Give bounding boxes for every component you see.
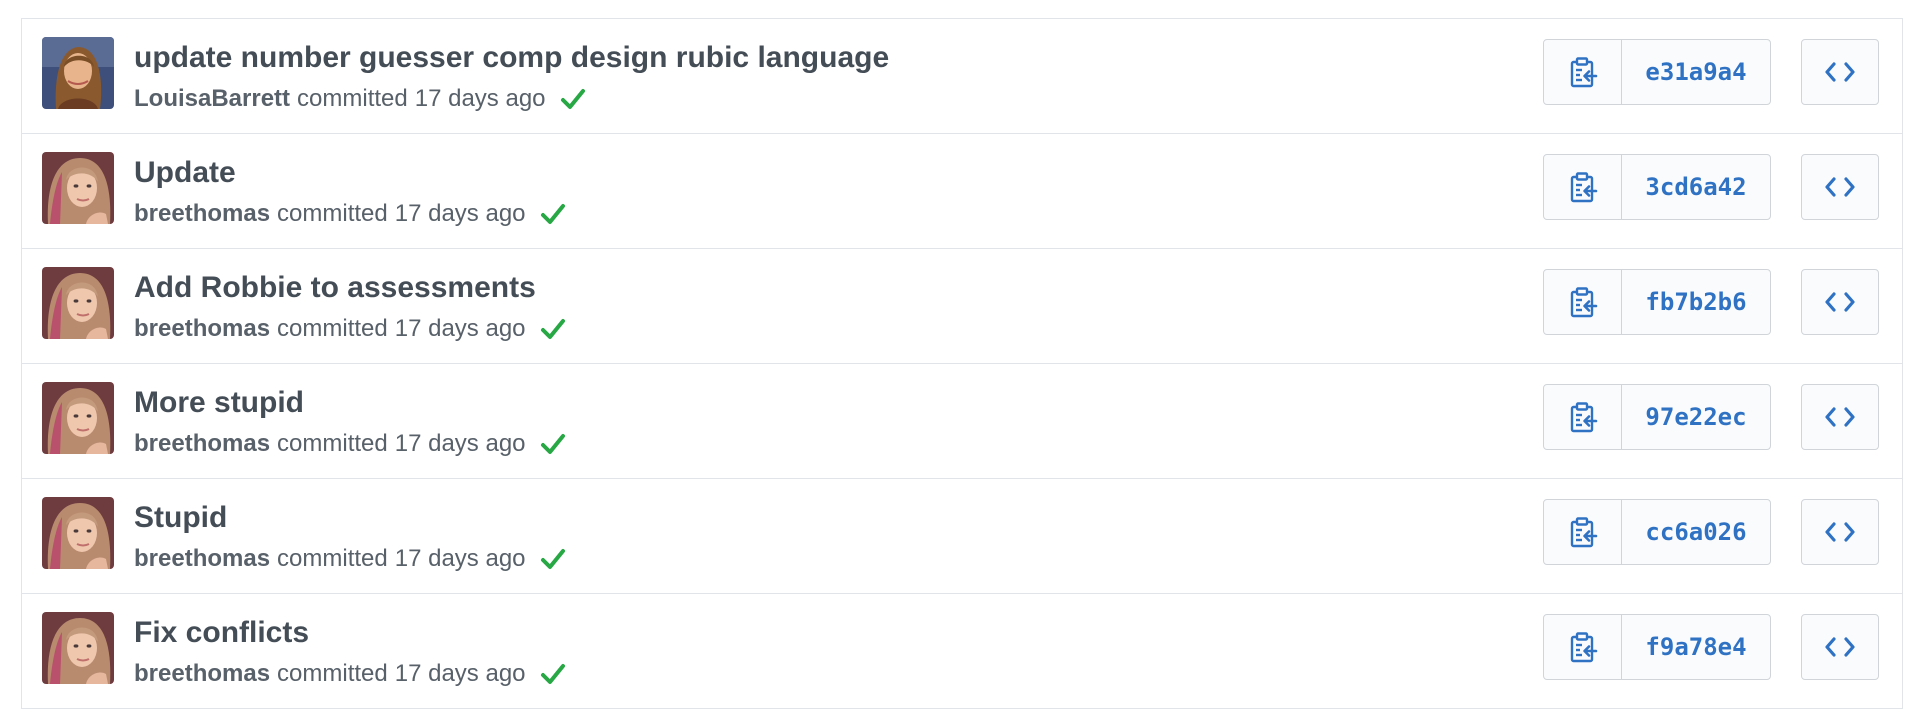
commit-title[interactable]: More stupid — [134, 386, 304, 419]
clipboard-icon — [1570, 57, 1597, 88]
commit-title[interactable]: Update — [134, 156, 236, 189]
copy-sha-button[interactable] — [1544, 500, 1622, 564]
commit-time: 17 days ago — [394, 660, 526, 687]
commit-author[interactable]: breethomas — [134, 315, 271, 342]
avatar-bree — [42, 267, 114, 339]
commit-author[interactable]: breethomas — [134, 430, 271, 457]
clipboard-icon — [1570, 632, 1597, 663]
browse-repo-button[interactable] — [1801, 269, 1879, 335]
commit-sha-group: 97e22ec — [1543, 384, 1771, 450]
commit-meta: breethomas committed 17 days ago — [134, 315, 566, 343]
copy-sha-button[interactable] — [1544, 385, 1622, 449]
check-icon[interactable] — [540, 317, 566, 341]
commit-title[interactable]: Stupid — [134, 501, 228, 534]
commit-time: 17 days ago — [414, 85, 546, 112]
commit-author[interactable]: breethomas — [134, 660, 271, 687]
check-icon[interactable] — [540, 202, 566, 226]
avatar[interactable] — [42, 497, 114, 569]
copy-sha-button[interactable] — [1544, 155, 1622, 219]
commit-action: committed — [277, 545, 388, 572]
commit-row: Add Robbie to assessments breethomas com… — [22, 249, 1902, 364]
commit-meta: breethomas committed 17 days ago — [134, 545, 566, 573]
commit-time: 17 days ago — [394, 430, 526, 457]
code-icon — [1825, 637, 1855, 657]
commit-row: Fix conflicts breethomas committed 17 da… — [22, 594, 1902, 709]
commit-title[interactable]: Fix conflicts — [134, 616, 310, 649]
copy-sha-button[interactable] — [1544, 615, 1622, 679]
browse-repo-button[interactable] — [1801, 154, 1879, 220]
commit-row: Stupid breethomas committed 17 days ago — [22, 479, 1902, 594]
avatar[interactable] — [42, 382, 114, 454]
browse-repo-button[interactable] — [1801, 39, 1879, 105]
commit-action: committed — [277, 200, 388, 227]
avatar-louisa — [42, 37, 114, 109]
check-icon[interactable] — [540, 662, 566, 686]
avatar[interactable] — [42, 37, 114, 109]
commit-sha-link[interactable]: cc6a026 — [1645, 518, 1747, 546]
commit-sha-link[interactable]: fb7b2b6 — [1645, 288, 1747, 316]
commit-list: update number guesser comp design rubic … — [21, 18, 1903, 709]
clipboard-icon — [1570, 517, 1597, 548]
code-icon — [1825, 407, 1855, 427]
commit-sha-link[interactable]: 3cd6a42 — [1645, 173, 1747, 201]
commit-author[interactable]: LouisaBarrett — [134, 85, 291, 112]
commit-author[interactable]: breethomas — [134, 545, 271, 572]
avatar-bree — [42, 497, 114, 569]
commit-action: committed — [297, 85, 408, 112]
commit-time: 17 days ago — [394, 200, 526, 227]
commit-sha-group: cc6a026 — [1543, 499, 1771, 565]
commit-meta: breethomas committed 17 days ago — [134, 660, 566, 688]
clipboard-icon — [1570, 172, 1597, 203]
clipboard-icon — [1570, 287, 1597, 318]
commit-action: committed — [277, 660, 388, 687]
commit-sha-link[interactable]: e31a9a4 — [1645, 58, 1747, 86]
commit-action: committed — [277, 315, 388, 342]
avatar-bree — [42, 382, 114, 454]
avatar-bree — [42, 152, 114, 224]
commit-sha-link[interactable]: 97e22ec — [1645, 403, 1747, 431]
code-icon — [1825, 292, 1855, 312]
avatar-bree — [42, 612, 114, 684]
commit-sha-group: fb7b2b6 — [1543, 269, 1771, 335]
commit-sha-group: e31a9a4 — [1543, 39, 1771, 105]
browse-repo-button[interactable] — [1801, 614, 1879, 680]
commit-time: 17 days ago — [394, 545, 526, 572]
commit-row: More stupid breethomas committed 17 days… — [22, 364, 1902, 479]
code-icon — [1825, 522, 1855, 542]
commit-time: 17 days ago — [394, 315, 526, 342]
copy-sha-button[interactable] — [1544, 40, 1622, 104]
commit-title[interactable]: update number guesser comp design rubic … — [134, 41, 890, 74]
commit-row: Update breethomas committed 17 days ago — [22, 134, 1902, 249]
check-icon[interactable] — [560, 87, 586, 111]
avatar[interactable] — [42, 612, 114, 684]
commit-row: update number guesser comp design rubic … — [22, 19, 1902, 134]
commit-title[interactable]: Add Robbie to assessments — [134, 271, 536, 304]
code-icon — [1825, 62, 1855, 82]
check-icon[interactable] — [540, 547, 566, 571]
check-icon[interactable] — [540, 432, 566, 456]
commit-sha-group: f9a78e4 — [1543, 614, 1771, 680]
clipboard-icon — [1570, 402, 1597, 433]
commit-meta: breethomas committed 17 days ago — [134, 430, 566, 458]
commit-sha-group: 3cd6a42 — [1543, 154, 1771, 220]
commit-action: committed — [277, 430, 388, 457]
commit-meta: LouisaBarrett committed 17 days ago — [134, 85, 586, 113]
browse-repo-button[interactable] — [1801, 499, 1879, 565]
browse-repo-button[interactable] — [1801, 384, 1879, 450]
avatar[interactable] — [42, 267, 114, 339]
commit-sha-link[interactable]: f9a78e4 — [1645, 633, 1747, 661]
code-icon — [1825, 177, 1855, 197]
commit-meta: breethomas committed 17 days ago — [134, 200, 566, 228]
commit-author[interactable]: breethomas — [134, 200, 271, 227]
copy-sha-button[interactable] — [1544, 270, 1622, 334]
avatar[interactable] — [42, 152, 114, 224]
